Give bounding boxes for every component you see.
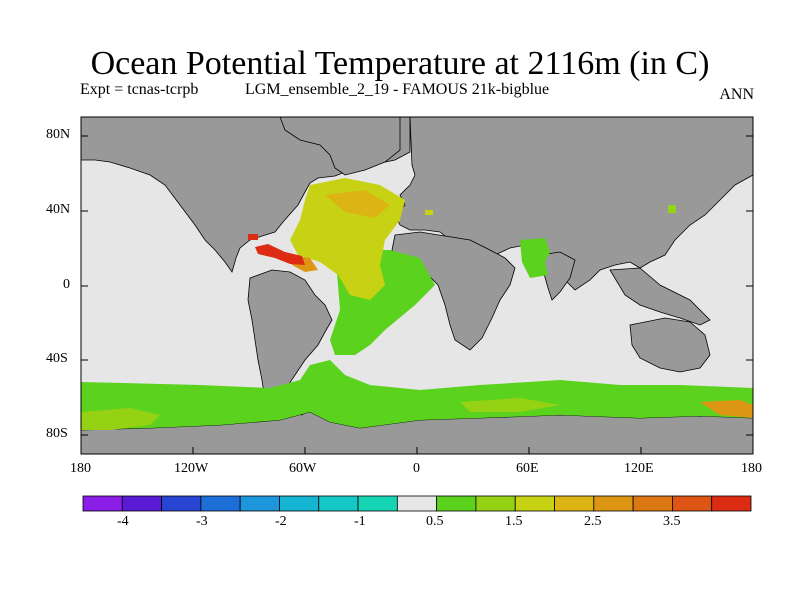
japan-patch [668,205,676,213]
colorbar-label-minus2: -2 [275,514,287,529]
y-tick-80s: 80S [46,426,68,441]
colorbar-box [396,495,438,512]
x-tick-60e: 60E [516,461,539,476]
colorbar-box [161,495,202,512]
colorbar-box [711,495,752,512]
land-south-america [247,269,333,411]
land-greenland [279,116,401,176]
colorbar-box [475,495,516,512]
colorbar-box [554,495,595,512]
med-patch [425,210,433,215]
x-tick-60w: 60W [289,461,317,476]
colorbar-label-1-5: 1.5 [505,514,523,529]
colorbar-box [82,495,123,512]
colorbar-box [121,495,162,512]
land-australia [629,317,711,373]
north-atlantic-orange [325,190,390,218]
colorbar-box [436,495,477,512]
colorbar-label-minus4: -4 [117,514,129,529]
colorbar-box [514,495,555,512]
southern-ocean-green [81,360,753,430]
colorbar-box [200,495,241,512]
southern-ocean-yellowgreen-west [81,408,160,430]
colorbar-box [357,495,398,512]
caribbean-red [255,244,305,265]
colorbar-label-2-5: 2.5 [584,514,602,529]
y-tick-40n: 40N [46,202,71,217]
x-tick-0: 0 [413,461,420,476]
x-tick-180e: 180 [741,461,762,476]
land-india [539,251,576,301]
southern-ocean-yellowgreen-east [460,398,560,412]
y-tick-40s: 40S [46,351,68,366]
x-tick-120w: 120W [174,461,209,476]
colorbar-label-3-5: 3.5 [663,514,681,529]
colorbar-label-minus1: -1 [354,514,366,529]
land-southeast-asia [609,267,711,326]
colorbar-box [318,495,359,512]
colorbar-label-minus3: -3 [196,514,208,529]
colorbar-box [672,495,713,512]
y-tick-80n: 80N [46,127,71,142]
experiment-label: Expt = tcnas-tcrpb [80,81,199,98]
period-label: ANN [719,86,754,103]
x-tick-120e: 120E [624,461,654,476]
colorbar-label-0-5: 0.5 [426,514,444,529]
x-tick-180w: 180 [70,461,91,476]
colorbar-box [632,495,673,512]
map-title: Ocean Potential Temperature at 2116m (in… [90,45,710,82]
colorbar-box [279,495,320,512]
temperature-field [81,178,753,430]
gulf-red-patch [248,234,258,240]
arabian-sea-green [520,238,550,278]
colorbar-box [239,495,280,512]
run-label: LGM_ensemble_2_19 - FAMOUS 21k-bigblue [245,81,550,98]
tick-marks [81,135,753,454]
y-tick-0: 0 [63,277,70,292]
colorbar-box [593,495,634,512]
colorbar-boxes [82,495,752,512]
southern-ocean-orange [700,400,753,418]
